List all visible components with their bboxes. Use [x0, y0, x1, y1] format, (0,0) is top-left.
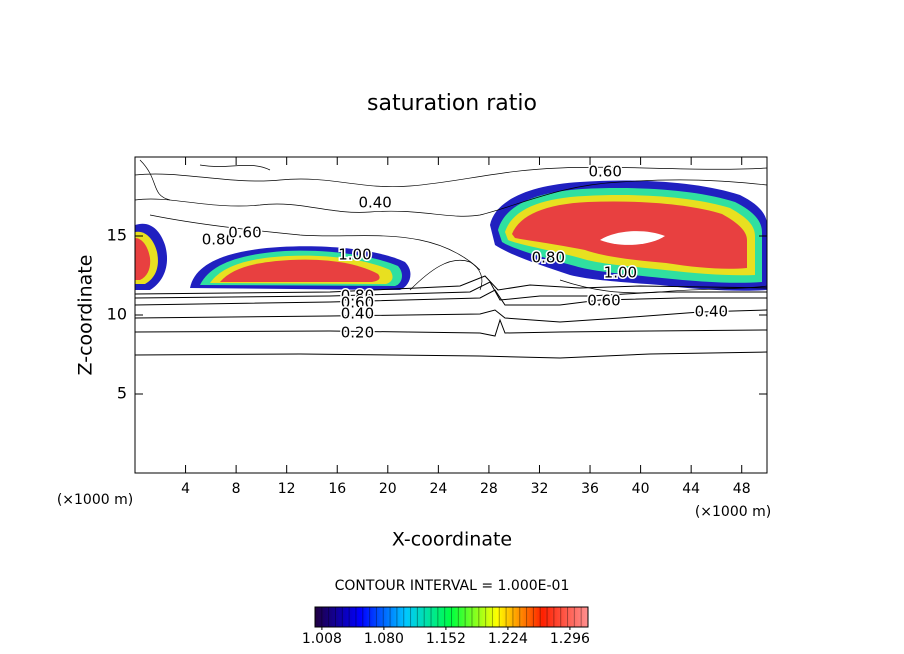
contour-label: 1.00	[604, 263, 637, 281]
colorbar-tick-label: 1.080	[364, 631, 404, 647]
contour-label: 0.40	[341, 305, 374, 323]
x-tick-label: 20	[379, 481, 397, 497]
x-unit-left: (×1000 m)	[57, 492, 133, 508]
colorbar-tick-label: 1.008	[302, 631, 342, 647]
y-tick-label: 5	[117, 384, 127, 403]
colorbar-tick-label: 1.224	[488, 631, 528, 647]
y-tick-label: 15	[107, 226, 127, 245]
x-tick-label: 48	[733, 481, 751, 497]
y-tick-label: 10	[107, 305, 127, 324]
colorbar-tick-label: 1.296	[550, 631, 590, 647]
contour-interval: CONTOUR INTERVAL = 1.000E-01	[335, 578, 570, 594]
x-tick-label: 44	[682, 481, 700, 497]
x-tick-label: 32	[531, 481, 549, 497]
x-tick-label: 36	[581, 481, 599, 497]
contour-label: 0.60	[587, 291, 620, 309]
contour-label: 0.60	[589, 163, 622, 181]
contour-label: 0.40	[695, 302, 728, 320]
y-axis-label: Z-coordinate	[75, 255, 97, 376]
x-tick-label: 16	[328, 481, 346, 497]
x-axis-label: X-coordinate	[392, 529, 512, 551]
x-tick-label: 28	[480, 481, 498, 497]
x-tick-label: 40	[632, 481, 650, 497]
contour-label: 0.60	[228, 223, 261, 241]
contour-label: 0.60	[341, 293, 374, 311]
x-tick-label: 12	[278, 481, 296, 497]
contour-label: 0.40	[358, 193, 391, 211]
contour-label: 0.80	[341, 287, 374, 305]
x-tick-label: 8	[232, 481, 241, 497]
contour-label: 0.20	[341, 324, 374, 342]
contour-label: 1.00	[338, 245, 371, 263]
x-tick-label: 4	[181, 481, 190, 497]
contour-lines	[134, 159, 768, 359]
chart-title: saturation ratio	[367, 91, 537, 116]
color-fill	[135, 180, 767, 291]
contour-label: 0.80	[202, 230, 235, 248]
colorbar	[314, 606, 589, 628]
colorbar-tick-label: 1.152	[426, 631, 466, 647]
contour-label: 0.80	[532, 249, 565, 267]
x-unit-right: (×1000 m)	[695, 504, 771, 520]
x-tick-label: 24	[429, 481, 447, 497]
